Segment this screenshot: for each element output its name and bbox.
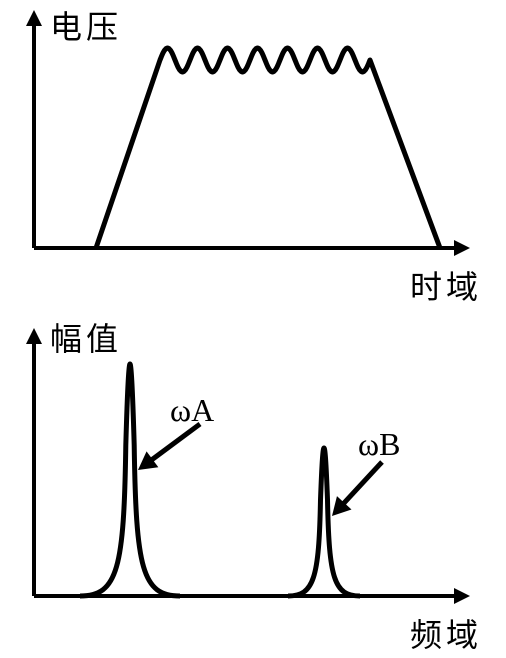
x-axis-label: 时域 xyxy=(410,262,482,308)
voltage-time-chart: 电压 时域 xyxy=(0,0,506,310)
peak-a-curve xyxy=(80,364,180,596)
voltage-waveform xyxy=(96,48,440,248)
y-axis-label: 电压 xyxy=(50,2,122,48)
y-axis-arrow xyxy=(26,328,42,344)
peak-a-arrow-line xyxy=(147,424,200,464)
peak-b-curve xyxy=(288,448,360,596)
peak-b-arrow-line xyxy=(339,462,382,508)
bottom-chart-svg xyxy=(0,310,506,658)
x-axis-arrow xyxy=(454,588,470,604)
x-axis-label: 频域 xyxy=(410,610,482,656)
y-axis-arrow xyxy=(26,10,42,26)
x-axis-arrow xyxy=(454,240,470,256)
amplitude-frequency-chart: 幅值 频域 ωA ωB xyxy=(0,310,506,658)
y-axis-label: 幅值 xyxy=(50,314,122,360)
peak-b-label: ωB xyxy=(358,426,400,463)
peak-a-label: ωA xyxy=(170,392,214,429)
